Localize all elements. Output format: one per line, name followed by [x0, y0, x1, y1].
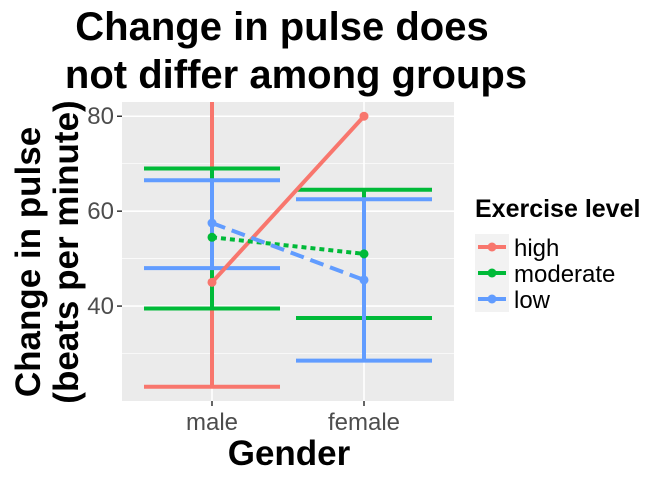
legend-title: Exercise level [475, 195, 640, 223]
point-high-male [207, 277, 217, 287]
legend-key-point-moderate [487, 268, 497, 278]
data-points [207, 111, 369, 287]
y-axis: 40 60 80 [87, 103, 122, 320]
y-tick-label-2: 80 [87, 103, 114, 130]
legend-label-high: high [514, 235, 559, 262]
y-tick-label-0: 40 [87, 293, 114, 320]
legend-label-moderate: moderate [514, 261, 615, 288]
series-lines [210, 114, 366, 284]
point-high-female [359, 111, 369, 121]
x-axis: male female [186, 401, 400, 436]
point-moderate-female [359, 249, 369, 259]
y-axis-title-line-1: Change in pulse [9, 127, 48, 397]
legend-key-point-low [487, 294, 497, 304]
point-low-male [207, 218, 217, 228]
x-tick-label-0: male [186, 409, 238, 436]
y-tick-label-1: 60 [87, 198, 114, 225]
chart-title-line-1: Change in pulse does [75, 5, 488, 49]
point-low-female [359, 275, 369, 285]
y-axis-title-line-2: (beats per minute) [47, 100, 86, 403]
legend-label-low: low [514, 287, 551, 314]
series-line-low [211, 221, 365, 282]
x-axis-title: Gender [228, 434, 351, 473]
point-moderate-male [207, 232, 217, 242]
series-line-high [210, 114, 366, 284]
plot-panel [122, 102, 454, 401]
series-line-moderate [211, 235, 365, 256]
chart-title-line-2: not differ among groups [65, 53, 527, 97]
legend-key-point-high [487, 242, 497, 252]
x-tick-label-1: female [328, 409, 400, 436]
